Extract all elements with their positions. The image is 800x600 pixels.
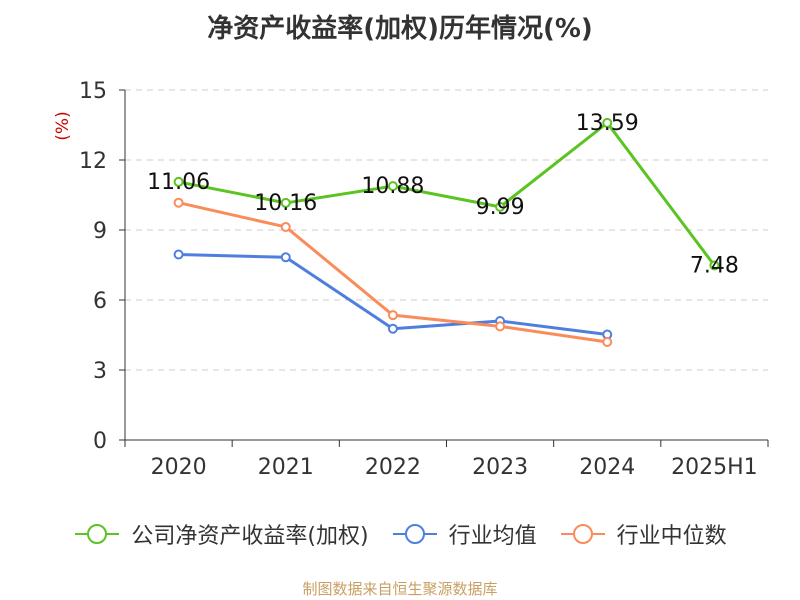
data-point (387, 310, 398, 321)
legend-item-industry-mean[interactable]: 行业均值 (391, 518, 537, 550)
x-tick-label: 2020 (151, 455, 207, 480)
data-point (387, 323, 398, 334)
legend-item-industry-median[interactable]: 行业中位数 (559, 518, 727, 550)
y-tick-label: 9 (93, 219, 107, 244)
source-note: 制图数据来自恒生聚源数据库 (302, 580, 498, 598)
x-tick-label: 2024 (579, 455, 635, 480)
legend: 公司净资产收益率(加权) 行业均值 行业中位数 (0, 518, 800, 550)
data-label: 7.48 (690, 253, 739, 278)
chart-title: 净资产收益率(加权)历年情况(%) (207, 14, 593, 44)
data-point (495, 321, 506, 332)
data-point (280, 197, 291, 208)
data-label: 11.06 (147, 170, 210, 195)
data-point (280, 252, 291, 263)
data-point (602, 337, 613, 347)
x-tick-label: 2023 (472, 455, 528, 480)
series-line-2 (178, 201, 608, 344)
data-label: 10.88 (361, 174, 424, 199)
x-tick-label: 2022 (365, 455, 421, 480)
y-axis-label: (%) (53, 111, 73, 140)
legend-label: 公司净资产收益率(加权) (131, 524, 369, 549)
data-point (709, 260, 720, 271)
y-tick-label: 0 (93, 429, 107, 454)
data-point (173, 249, 184, 260)
series-line-0 (178, 121, 716, 267)
series-line-1 (178, 253, 608, 337)
legend-label: 行业中位数 (616, 524, 727, 549)
data-point (280, 221, 291, 232)
legend-item-company[interactable]: 公司净资产收益率(加权) (73, 518, 369, 550)
y-tick-label: 6 (93, 289, 107, 314)
legend-line-circle-icon (392, 524, 437, 544)
data-point (173, 197, 184, 208)
y-tick-label: 12 (79, 149, 107, 174)
x-tick-label: 2021 (258, 455, 314, 480)
x-tick-label: 2025H1 (671, 455, 758, 480)
data-label: 10.16 (254, 191, 317, 216)
data-label: 13.59 (576, 111, 639, 136)
data-point (602, 117, 613, 128)
data-point (173, 176, 184, 187)
y-tick-label: 15 (79, 79, 107, 104)
data-point (495, 201, 506, 212)
legend-line-circle-icon (560, 524, 605, 544)
y-tick-label: 3 (93, 359, 107, 384)
legend-line-circle-icon (75, 524, 120, 544)
data-point (387, 181, 398, 192)
legend-label: 行业均值 (448, 524, 537, 549)
data-label: 9.99 (476, 195, 525, 220)
